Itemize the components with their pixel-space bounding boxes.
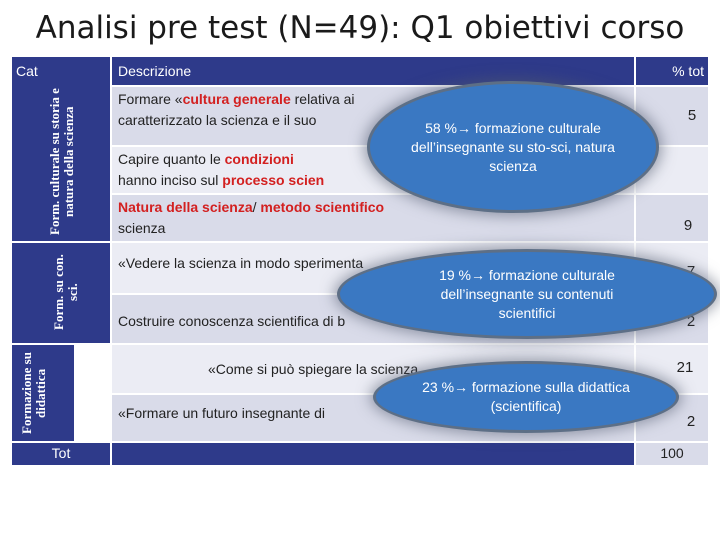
summary-bubble-culturale: 58 %→ formazione culturale dell’insegnan… [370,84,656,210]
summary-bubble-didattica: 23 %→ formazione sulla didattica (scient… [376,364,676,430]
header-cat-label: Cat [16,63,38,79]
category-form-culturale [12,85,110,241]
row-4-pct-value: 7 [686,263,696,280]
row-2-text-a: Capire quanto le [118,151,225,167]
bubble-2-line-1: 19 %→ formazione culturale [439,266,615,283]
row-1-text-a: Formare « [118,91,183,107]
category-formazione-didattica [12,345,74,441]
bubble-2-line-2: dell’insegnante su contenuti [440,285,614,302]
header-descrizione-label: Descrizione [118,63,192,79]
row-7-text: «Formare un futuro insegnante di [118,405,326,421]
category-form-culturale-label: Form. culturale su storia e natura della… [47,88,76,236]
total-descrizione-cell [112,443,634,465]
bubble-1-line-1: 58 %→ formazione culturale [425,119,601,136]
row-6-pct-value: 21 [676,359,694,376]
category-form-contenuti [12,243,110,343]
bubble-1-line-2: dell’insegnante su sto-sci, natura [411,138,615,155]
row-1-pct-value: 5 [687,107,697,124]
row-2-text-highlight-2: processo scien [222,172,325,188]
row-5-text: Costruire conoscenza scientifica di b [118,313,346,329]
slide-title: Analisi pre test (N=49): Q1 obiettivi co… [35,10,685,46]
bubble-3-line-1: 23 %→ formazione sulla didattica [422,379,630,395]
total-label: Tot [51,445,71,461]
row-3-pct-value: 9 [683,217,693,234]
summary-bubble-contenuti: 19 %→ formazione culturale dell’insegnan… [340,252,714,336]
total-pct: 100 [660,445,684,461]
row-1-text-c: relativa ai [290,91,355,107]
row-4-text: «Vedere la scienza in modo sperimenta [118,255,364,271]
header-pct-label: % tot [672,63,704,79]
total-pct-cell: 100 [636,443,708,465]
category-formazione-didattica-label: Formazione su didattica [19,352,48,434]
row-3-text-b: / [252,199,261,215]
bubble-3-line-2: (scientifica) [490,398,562,414]
header-pct: % tot [636,57,708,85]
row-7-pct-value: 2 [686,413,696,430]
row-3-text-highlight-2: metodo scientifico [260,199,385,215]
row-6-text: «Come si può spiegare la scienza [208,361,419,377]
row-1-text-d: caratterizzato la scienza e il suo [118,112,317,128]
header-descrizione: Descrizione [112,57,634,85]
total-label-cell: Tot [12,443,110,465]
row-2-text-highlight: condizioni [224,151,294,167]
bubble-1-line-3: scienza [489,157,537,174]
row-2-text-c: hanno inciso sul [118,172,223,188]
row-1-text-highlight: cultura generale [182,91,291,107]
row-3-pct: 9 [636,195,708,241]
row-3-text-d: scienza [118,220,166,236]
row-5-pct-value: 2 [686,313,696,330]
category-form-contenuti-label: Form. su con. sci. [51,254,80,330]
bubble-2-line-3: scientifici [498,304,556,321]
header-cat: Cat [12,57,110,85]
row-3-text-highlight: Natura della scienza [118,199,253,215]
